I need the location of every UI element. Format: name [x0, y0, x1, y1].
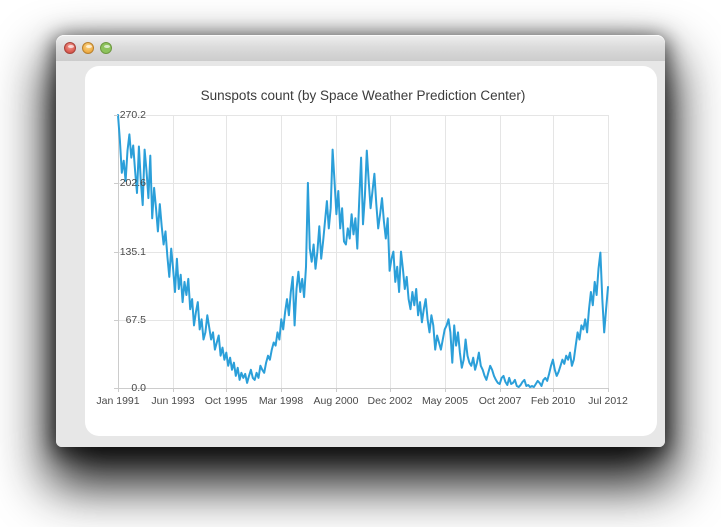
y-axis-label: 202.6: [119, 177, 146, 189]
plot-area: 0.0 67.5 135.1 202.6 270.2 Jan 1991 Jun 1993 Oc…: [96, 109, 627, 407]
app-window: Sunspots count (by Space Weather Predict…: [56, 35, 665, 447]
x-axis-label: Aug 2000: [313, 395, 359, 407]
window-titlebar[interactable]: [56, 35, 665, 62]
y-axis-tick: [114, 183, 118, 184]
x-axis-tick: [281, 388, 282, 392]
x-axis-tick: [553, 388, 554, 392]
x-axis-tick: [500, 388, 501, 392]
zoom-button[interactable]: [100, 42, 112, 54]
chart-canvas: [117, 114, 609, 389]
x-axis-tick: [336, 388, 337, 392]
x-axis-tick: [226, 388, 227, 392]
y-axis-tick: [114, 320, 118, 321]
chart-panel: Sunspots count (by Space Weather Predict…: [85, 66, 657, 436]
y-axis-label: 135.1: [119, 246, 146, 258]
x-axis-label: Dec 2002: [367, 395, 413, 407]
x-axis-label: Oct 1995: [204, 395, 248, 407]
y-axis-tick: [114, 115, 118, 116]
x-axis-label: Oct 2007: [478, 395, 522, 407]
x-axis-label: Mar 1998: [258, 395, 304, 407]
y-axis-label: 67.5: [125, 314, 146, 326]
x-axis-label: May 2005: [421, 395, 469, 407]
x-axis-label: Feb 2010: [530, 395, 576, 407]
y-axis-label: 0.0: [131, 382, 146, 394]
sunspots-line-series: [117, 114, 609, 388]
x-axis-tick: [390, 388, 391, 392]
y-axis-tick: [114, 388, 118, 389]
x-axis-label: Jun 1993: [151, 395, 195, 407]
close-button[interactable]: [64, 42, 76, 54]
y-axis-label: 270.2: [119, 109, 146, 121]
x-axis-label: Jul 2012: [588, 395, 628, 407]
y-axis-tick: [114, 252, 118, 253]
x-axis-label: Jan 1991: [96, 395, 140, 407]
window-content: Sunspots count (by Space Weather Predict…: [56, 61, 665, 447]
minimize-button[interactable]: [82, 42, 94, 54]
x-axis-tick: [608, 388, 609, 392]
x-axis-tick: [445, 388, 446, 392]
x-axis-tick: [173, 388, 174, 392]
chart-title: Sunspots count (by Space Weather Predict…: [200, 88, 526, 103]
x-axis-tick: [118, 388, 119, 392]
